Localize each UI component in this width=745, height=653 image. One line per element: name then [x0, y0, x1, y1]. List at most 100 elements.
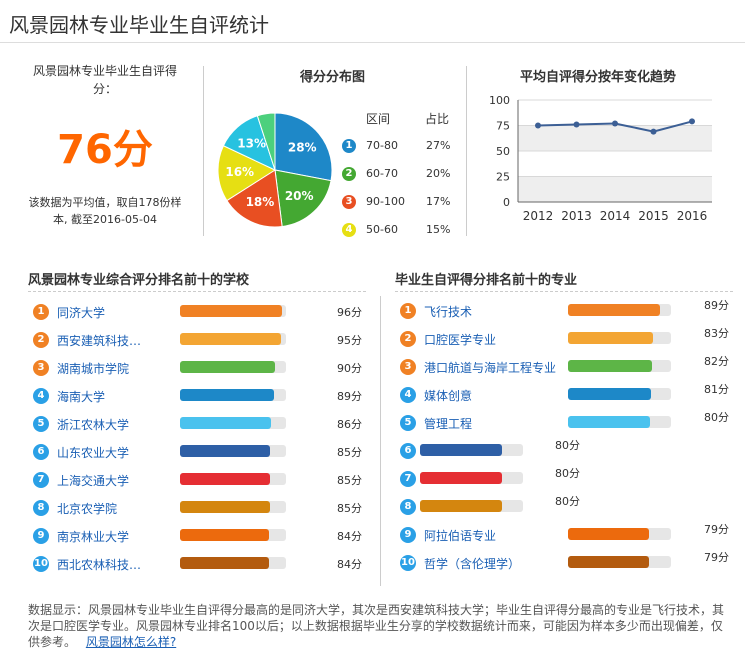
rank-badge: 5 [33, 416, 49, 432]
school-name-link[interactable]: 浙江农林大学 [57, 418, 130, 432]
grid-band [518, 125, 712, 151]
school-name-link[interactable]: 山东农业大学 [57, 446, 130, 460]
trend-point [689, 118, 695, 125]
score-bar-track [568, 332, 671, 344]
score-bar-fill [180, 557, 270, 569]
y-tick-label: 50 [496, 145, 510, 158]
distribution-pie-chart: 28% 20% 18% 16% 13% [217, 112, 333, 228]
school-row: 1 同济大学 96分 [33, 302, 363, 322]
school-name-link[interactable]: 同济大学 [57, 306, 106, 320]
school-row: 3 湖南城市学院 90分 [33, 358, 363, 378]
score-value-text: 90分 [337, 362, 362, 375]
score-bar-track [180, 333, 286, 345]
divider-2 [466, 66, 467, 236]
score-value-text: 85分 [337, 502, 362, 515]
legend-pct: 27% [426, 139, 451, 152]
score-value-text: 96分 [337, 306, 362, 319]
trend-point [535, 122, 541, 129]
pie-slice [274, 112, 333, 182]
major-name-link[interactable]: 飞行技术 [424, 305, 473, 319]
score-value-text: 80分 [704, 411, 729, 424]
legend-number-badge: 2 [342, 167, 356, 181]
school-row: 9 南京林业大学 84分 [33, 526, 363, 546]
school-name-link[interactable]: 西北农林科技… [57, 558, 142, 572]
score-bar-track [180, 529, 286, 541]
school-name-link[interactable]: 北京农学院 [57, 502, 118, 516]
score-bar-track [180, 389, 286, 401]
y-tick-label: 75 [496, 120, 510, 133]
score-value-text: 82分 [704, 355, 729, 368]
major-row: 4 媒体创意 81分 [400, 383, 735, 405]
score-value-text: 79分 [704, 523, 729, 536]
trend-title: 平均自评得分按年变化趋势 [520, 70, 677, 85]
trend-line-chart: 0 25 50 75 100 2012 2013 2014 2015 2016 [489, 94, 712, 223]
score-value-text: 84分 [337, 558, 362, 571]
score-bar-track [568, 416, 671, 428]
score-bar-track [180, 557, 286, 569]
score-bar-track [568, 304, 671, 316]
page-title: 风景园林专业毕业生自评统计 [9, 13, 269, 37]
rank-badge: 8 [400, 499, 416, 515]
rank-badge: 1 [400, 303, 416, 319]
major-name-link[interactable]: 媒体创意 [424, 389, 473, 403]
majors-divider [395, 291, 733, 292]
score-value-text: 89分 [704, 299, 729, 312]
major-row: 7 80分 [400, 467, 735, 489]
score-note: 该数据为平均值，取自178份样本, 截至2016-05-04 [28, 196, 182, 226]
x-tick-label: 2014 [600, 209, 631, 223]
rank-badge: 6 [33, 444, 49, 460]
score-bar-fill [180, 501, 271, 513]
grid-band [518, 176, 712, 202]
score-bar-fill [180, 445, 271, 457]
title-divider [0, 42, 745, 43]
major-name-link[interactable]: 港口航道与海岸工程专业 [424, 361, 557, 375]
major-name-link[interactable]: 哲学（含伦理学） [424, 557, 521, 571]
rank-badge: 9 [400, 527, 416, 543]
pie-slice [256, 112, 276, 171]
rank-badge: 6 [400, 443, 416, 459]
footer-note: 数据显示：风景园林专业毕业生自评得分最高的是同济大学，其次是西安建筑科技大学；毕… [28, 602, 728, 650]
y-tick-label: 25 [496, 171, 510, 184]
score-bar-track [420, 500, 523, 512]
legend-header-pct: 占比 [425, 112, 450, 126]
pie-slice [217, 145, 277, 202]
legend-pct: 17% [426, 195, 451, 208]
footer-text: 数据显示：风景园林专业毕业生自评得分最高的是同济大学，其次是西安建筑科技大学；毕… [28, 603, 725, 649]
legend-header-range: 区间 [366, 112, 391, 126]
score-bar-fill [568, 556, 650, 568]
school-row: 4 海南大学 89分 [33, 386, 363, 406]
score-bar-fill [420, 500, 503, 512]
score-value: 76分 [57, 127, 153, 173]
school-name-link[interactable]: 上海交通大学 [57, 474, 130, 488]
rank-badge: 2 [400, 331, 416, 347]
majors-section-title: 毕业生自评得分排名前十的专业 [395, 273, 578, 288]
school-name-link[interactable]: 西安建筑科技… [57, 334, 142, 348]
score-value-text: 80分 [555, 495, 580, 508]
score-value-text: 89分 [337, 390, 362, 403]
school-name-link[interactable]: 海南大学 [57, 390, 106, 404]
major-name-link[interactable]: 管理工程 [424, 417, 473, 431]
school-row: 5 浙江农林大学 86分 [33, 414, 363, 434]
score-bar-track [568, 388, 671, 400]
score-value-text: 86分 [337, 418, 362, 431]
divider-3 [380, 296, 381, 586]
rank-badge: 1 [33, 304, 49, 320]
school-name-link[interactable]: 湖南城市学院 [57, 362, 130, 376]
major-name-link[interactable]: 口腔医学专业 [424, 333, 497, 347]
major-row: 9 阿拉伯语专业 79分 [400, 523, 735, 545]
score-bar-fill [180, 529, 270, 541]
footer-link[interactable]: 风景园林怎么样? [85, 635, 177, 649]
score-bar-fill [568, 416, 651, 428]
pie-slice-label: 28% [288, 140, 317, 154]
school-row: 2 西安建筑科技… 95分 [33, 330, 363, 350]
score-value-text: 81分 [704, 383, 729, 396]
major-row: 3 港口航道与海岸工程专业 82分 [400, 355, 735, 377]
school-name-link[interactable]: 南京林业大学 [57, 530, 130, 544]
school-row: 6 山东农业大学 85分 [33, 442, 363, 462]
score-bar-track [420, 444, 523, 456]
major-name-link[interactable]: 阿拉伯语专业 [424, 529, 497, 543]
pie-title: 得分分布图 [300, 70, 366, 85]
rank-badge: 5 [400, 415, 416, 431]
score-value-text: 84分 [337, 530, 362, 543]
pie-slice-label: 20% [285, 189, 314, 203]
